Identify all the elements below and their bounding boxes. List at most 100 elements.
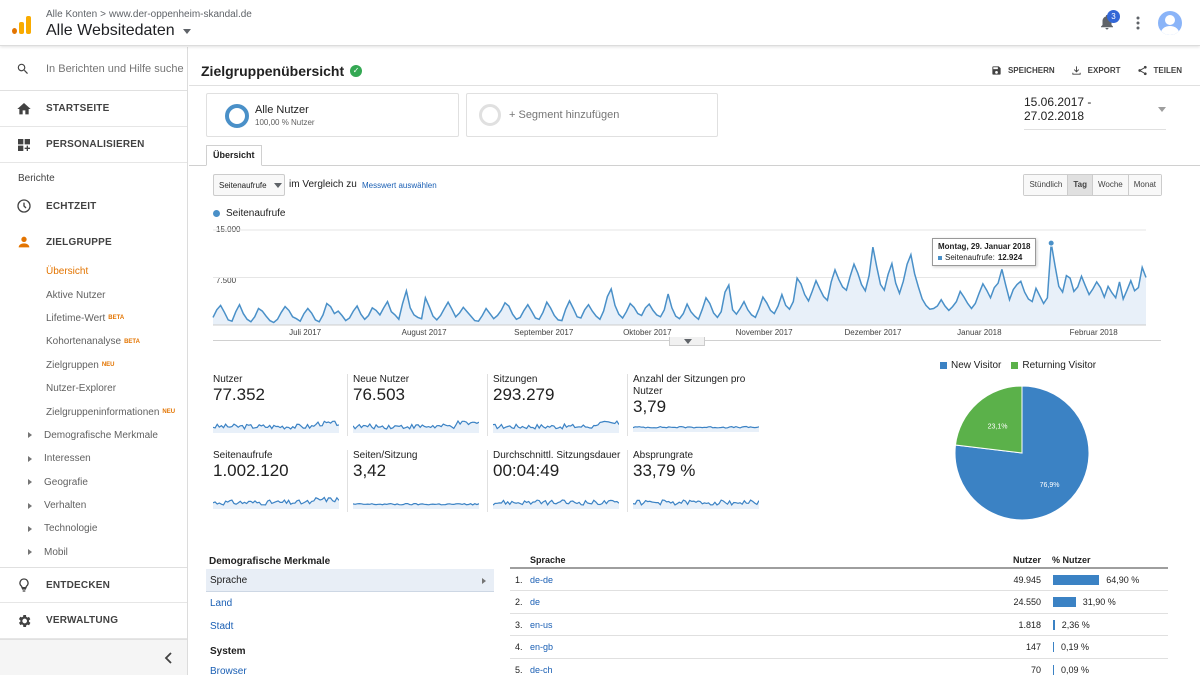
x-tick-label: Oktober 2017 [623, 328, 672, 337]
breadcrumb-account[interactable]: Alle Konten [46, 9, 98, 20]
compare-text: im Vergleich zu [289, 179, 357, 190]
demographics-item[interactable]: Land [206, 592, 494, 615]
system-heading: System [210, 646, 246, 657]
sidebar-subitem[interactable]: Zielgruppeninformationen NEU [0, 400, 187, 423]
sidebar-subitem[interactable]: Aktive Nutzer [0, 283, 187, 306]
table-row: 5. de-ch 70 0,09 % [510, 659, 1168, 675]
tooltip-swatch [938, 255, 942, 260]
select-metric-link[interactable]: Messwert auswählen [362, 181, 437, 190]
pageviews-chart[interactable] [189, 217, 1200, 327]
sidebar-expandable-item[interactable]: Verhalten [0, 494, 187, 517]
property-selector[interactable]: Alle Websitedaten [46, 22, 191, 40]
metric-dropdown-value: Seitenaufrufe [219, 180, 267, 190]
metric-label: Neue Nutzer [353, 374, 410, 385]
breadcrumb-site[interactable]: www.der-oppenheim-skandal.de [109, 9, 252, 20]
more-vert-icon[interactable] [1136, 16, 1140, 30]
metric-tile[interactable]: Seiten/Sitzung 3,42 [353, 450, 488, 512]
share-percent: 0,09 % [1061, 664, 1090, 675]
metric-tile[interactable]: Anzahl der Sitzungen pro Nutzer 3,79 [633, 374, 768, 436]
collapse-sidebar-button[interactable] [0, 639, 187, 675]
share-button[interactable]: TEILEN [1137, 65, 1182, 76]
metric-label: Anzahl der Sitzungen pro Nutzer [633, 374, 746, 397]
person-icon [18, 236, 30, 248]
sparkline-line [493, 420, 619, 430]
granularity-option[interactable]: Woche [1093, 175, 1129, 195]
sidebar-item-label: STARTSEITE [46, 103, 110, 114]
analytics-logo-icon[interactable] [12, 16, 32, 34]
sidebar-item-customize[interactable]: PERSONALISIEREN [0, 127, 187, 163]
sidebar-item-label: VERWALTUNG [46, 615, 119, 626]
granularity-option[interactable]: Stündlich [1024, 175, 1069, 195]
share-bar [1053, 664, 1054, 675]
segment-all-users[interactable]: Alle Nutzer 100,00 % Nutzer [206, 93, 459, 137]
sidebar-subitem[interactable]: Übersicht [0, 260, 187, 283]
metric-tile[interactable]: Durchschnittl. Sitzungsdauer 00:04:49 [493, 450, 628, 512]
sidebar-subitem[interactable]: Nutzer-Explorer [0, 377, 187, 400]
system-item-browser[interactable]: Browser [210, 666, 247, 675]
language-link[interactable]: de-de [530, 575, 554, 585]
sidebar-subitem[interactable]: Kohortenanalyse BETA [0, 330, 187, 353]
language-link[interactable]: en-us [530, 619, 553, 630]
metric-sparkline [213, 420, 339, 433]
demographics-item[interactable]: Sprache [206, 569, 494, 592]
share-bar [1053, 642, 1054, 653]
metric-tile[interactable]: Nutzer 77.352 [213, 374, 348, 436]
sidebar-subitem-label: Zielgruppen [46, 359, 99, 371]
add-segment-button[interactable]: + Segment hinzufügen [466, 93, 718, 137]
language-link[interactable]: de [530, 597, 541, 608]
account-avatar[interactable] [1158, 11, 1182, 35]
save-button[interactable]: SPEICHERN [991, 65, 1055, 76]
demographics-item-label: Stadt [210, 621, 234, 632]
search-input[interactable]: In Berichten und Hilfe suche [46, 62, 184, 75]
sidebar-expandable-item[interactable]: Interessen [0, 447, 187, 470]
sidebar-item-realtime[interactable]: ECHTZEIT [0, 188, 187, 224]
metric-dropdown[interactable]: Seitenaufrufe [213, 174, 285, 196]
metric-tile[interactable]: Seitenaufrufe 1.002.120 [213, 450, 348, 512]
language-link[interactable]: en-gb [530, 642, 554, 653]
sidebar-item-admin[interactable]: VERWALTUNG [0, 603, 187, 639]
sidebar-item-discover[interactable]: ENTDECKEN [0, 567, 187, 603]
breadcrumb[interactable]: Alle Konten > www.der-oppenheim-skandal.de [46, 9, 252, 20]
pie-legend-item[interactable]: Returning Visitor [1011, 360, 1096, 371]
pie-legend-item[interactable]: New Visitor [940, 360, 1001, 371]
sidebar-expandable-item[interactable]: Technologie [0, 517, 187, 540]
sidebar-subitem[interactable]: Zielgruppen NEU [0, 354, 187, 377]
export-button[interactable]: EXPORT [1071, 65, 1121, 76]
metric-sparkline [493, 420, 619, 433]
sidebar-expandable-item[interactable]: Demografische Merkmale [0, 424, 187, 447]
search-box[interactable]: In Berichten und Hilfe suche [0, 47, 187, 91]
tab-bar: Übersicht [189, 145, 1200, 166]
metric-tile[interactable]: Sitzungen 293.279 [493, 374, 628, 436]
export-label: EXPORT [1087, 66, 1121, 75]
granularity-option[interactable]: Monat [1128, 175, 1161, 195]
sparkline-area [493, 421, 619, 433]
sidebar-subitem[interactable]: Lifetime-Wert BETA [0, 307, 187, 330]
metric-tile[interactable]: Neue Nutzer 76.503 [353, 374, 488, 436]
expand-arrow-icon [28, 432, 32, 439]
chart-resize-handle[interactable] [669, 337, 705, 346]
sparkline-line [353, 502, 479, 506]
date-range-picker[interactable]: 15.06.2017 - 27.02.2018 [1024, 95, 1166, 130]
demographics-item-label: Sprache [210, 575, 248, 586]
sparkline-area [353, 503, 479, 509]
expand-arrow-icon [28, 479, 32, 486]
table-row: 3. en-us 1.818 2,36 % [510, 614, 1168, 637]
sidebar-expandable-item[interactable]: Mobil [0, 541, 187, 564]
metric-label: Durchschnittl. Sitzungsdauer [493, 450, 621, 461]
visitor-type-pie[interactable]: 76,9% 23,1% [954, 385, 1090, 521]
granularity-option[interactable]: Tag [1068, 175, 1093, 195]
tooltip-value: 12.924 [997, 253, 1023, 262]
metric-value: 00:04:49 [493, 461, 560, 480]
sidebar-expandable-item[interactable]: Geografie [0, 471, 187, 494]
metric-tile[interactable]: Absprungrate 33,79 % [633, 450, 768, 512]
tab-overview[interactable]: Übersicht [206, 145, 262, 166]
sidebar-item-audience[interactable]: ZIELGRUPPE [0, 224, 187, 260]
header-divider [189, 85, 1200, 86]
sparkline-line [353, 419, 479, 430]
pie-legend: New Visitor Returning Visitor [940, 360, 1096, 371]
demographics-item[interactable]: Stadt [206, 615, 494, 638]
metric-value: 1.002.120 [213, 461, 289, 480]
notifications-button[interactable]: 3 [1098, 10, 1120, 34]
language-link[interactable]: de-ch [530, 664, 553, 675]
sidebar-item-home[interactable]: STARTSEITE [0, 91, 187, 127]
